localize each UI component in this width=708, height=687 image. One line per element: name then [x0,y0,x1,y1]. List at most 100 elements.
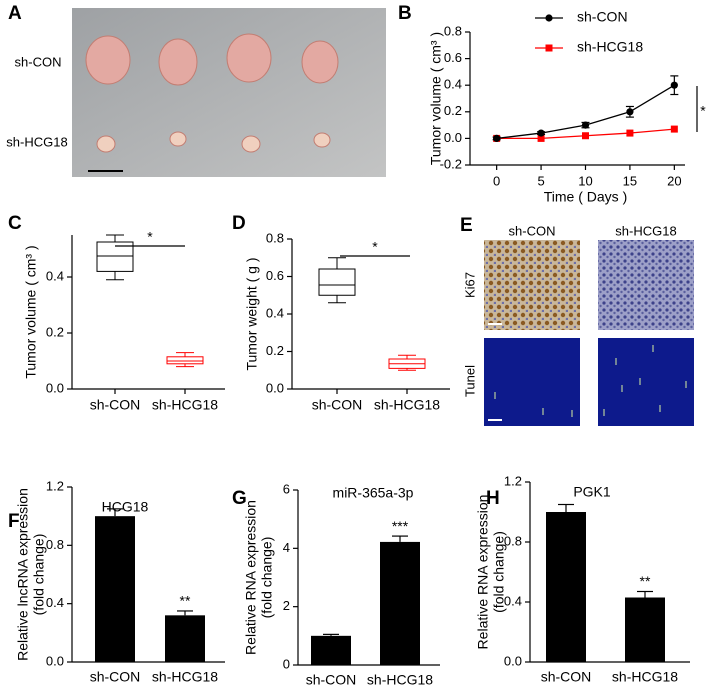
legend-marker [545,14,553,22]
y-axis-label: Relative RNA expression [243,500,259,655]
y-tick-label: 0.2 [444,103,462,118]
y-tick-label: 0.0 [46,380,64,395]
legend-label: sh-HCG18 [577,39,643,55]
x-tick-label: sh-HCG18 [612,669,678,685]
panel-e: E sh-CON sh-HCG18 Ki67 Tunel [460,215,694,426]
y-axis-label: Tumor volume ( cm³ ) [23,245,39,378]
y-axis-label: Relative RNA expression [475,495,491,650]
panel-letter: G [232,488,247,509]
panel-letter: E [460,215,473,236]
x-axis-label: Time ( Days ) [544,189,627,205]
y-tick-label: 4 [283,540,290,555]
marker [537,134,545,142]
x-tick-label: sh-HCG18 [152,669,218,685]
row-label: Ki67 [462,272,477,298]
x-tick-label: 20 [667,173,681,188]
row-label: sh-CON [15,54,62,69]
x-tick-label: 15 [623,173,637,188]
column-label: sh-HCG18 [615,223,676,238]
y-tick-label: 0.0 [504,653,522,668]
bar [625,597,665,662]
box [166,356,204,365]
marker [626,108,634,116]
y-axis-label: Relative lncRNA expression [15,488,31,661]
y-axis-label: Tumor volume ( cm³ ) [428,32,444,165]
x-tick-label: sh-HCG18 [374,397,440,413]
x-tick-label: sh-CON [306,672,357,687]
y-tick-label: 0.2 [266,343,284,358]
panel-a: A sh-CON sh-HCG18 [6,3,386,177]
y-tick-label: 0.4 [46,595,64,610]
y-tick-label: 0.0 [444,130,462,145]
y-tick-label: 0.8 [504,533,522,548]
y-axis-label: (fold change) [259,537,275,619]
chart-title: PGK1 [573,484,611,500]
panel-letter: H [486,488,500,509]
row-label: Tunel [462,365,477,397]
x-tick-label: 10 [578,173,592,188]
y-tick-label: 0.8 [266,230,284,245]
panel-letter: C [8,213,22,234]
photo [72,8,386,177]
annotation: * [700,103,706,119]
micrograph [484,338,580,426]
y-tick-label: 0.4 [46,268,64,283]
bar [546,512,586,662]
x-tick-label: 5 [537,173,544,188]
panel-letter: A [8,3,22,24]
x-tick-label: sh-CON [541,669,592,685]
column-label: sh-CON [509,223,556,238]
y-tick-label: 0.4 [504,593,522,608]
bar [311,635,351,665]
legend-marker [545,44,553,52]
tumors [85,33,339,153]
y-tick-label: 0.6 [444,50,462,65]
x-tick-label: sh-CON [312,397,363,413]
legend-label: sh-CON [577,9,628,25]
row-label: sh-HCG18 [6,134,67,149]
bar [165,615,205,662]
annotation: * [372,239,378,255]
annotation: *** [392,518,409,534]
micrograph [484,240,580,330]
micrograph [598,240,694,330]
y-tick-label: 1.2 [504,473,522,488]
y-axis-label: (fold change) [31,534,47,616]
micrograph [598,338,694,426]
marker [581,121,590,129]
y-tick-label: 0.6 [266,268,284,283]
panel-letter: D [232,213,246,234]
tunel-signals [494,345,687,417]
bar [95,516,135,662]
y-axis-label: (fold change) [491,531,507,613]
y-tick-label: 0.8 [46,537,64,552]
series-line [496,84,675,140]
y-tick-label: 0.4 [266,305,284,320]
x-tick-label: 0 [493,173,500,188]
marker [670,81,678,89]
annotation: ** [640,573,651,589]
x-tick-label: sh-HCG18 [367,672,433,687]
annotation: * [147,229,153,245]
annotation: ** [180,593,191,609]
y-axis-label: Tumor weight ( g ) [244,257,260,370]
bar [380,541,420,665]
y-tick-label: 0 [283,656,290,671]
y-tick-label: 0.2 [46,324,64,339]
marker [537,129,545,137]
y-tick-label: 0.0 [266,380,284,395]
panel-letter: B [398,3,412,24]
x-tick-label: sh-CON [90,669,141,685]
x-tick-label: sh-CON [90,397,141,413]
y-tick-label: 2 [283,598,290,613]
marker [670,125,678,133]
marker [581,132,589,140]
y-tick-label: 0.0 [46,653,64,668]
panel-letter: F [8,511,20,532]
y-tick-label: 0.4 [444,77,462,92]
chart-title: HCG18 [102,499,149,515]
y-tick-label: 6 [283,481,290,496]
marker [493,134,501,142]
box [318,268,356,296]
x-tick-label: sh-HCG18 [152,397,218,413]
